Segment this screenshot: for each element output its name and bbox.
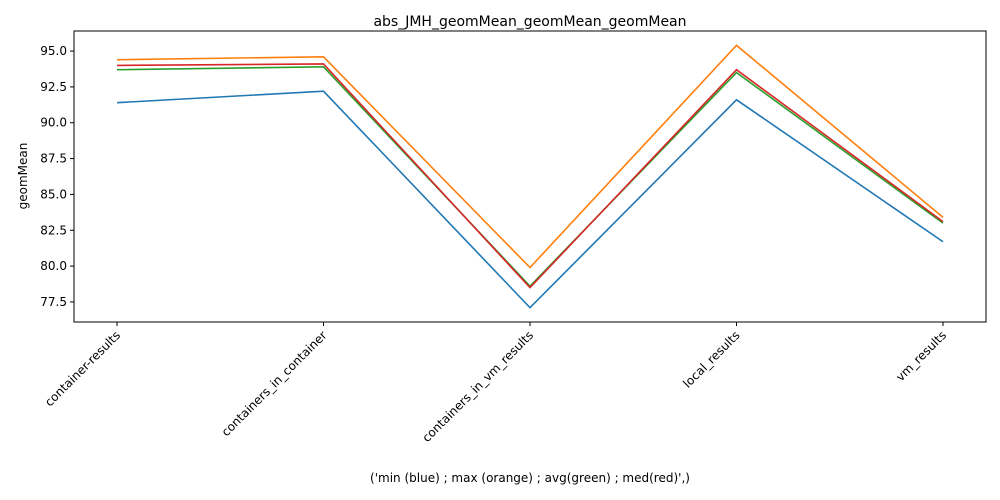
y-axis-label: geomMean [16,143,30,210]
y-tick-label: 87.5 [40,152,67,166]
x-axis-label: ('min (blue) ; max (orange) ; avg(green)… [370,471,690,485]
x-tick-label: containers_in_container [219,328,330,439]
series-line-1 [116,90,944,309]
y-tick-label: 90.0 [40,116,67,130]
x-tick-label: vm_results [893,328,949,384]
x-tick-label: container-results [42,328,123,409]
x-axis: container-results containers_in_container… [42,322,949,445]
x-tick-label: local_results [680,328,742,390]
series-line-2 [116,44,944,269]
y-tick-label: 80.0 [40,259,67,273]
chart-title: abs_JMH_geomMean_geomMean_geomMean [373,14,686,30]
y-tick-label: 77.5 [40,295,67,309]
series-line-3 [116,66,944,288]
y-tick-label: 95.0 [40,44,67,58]
series-line-4 [116,63,944,289]
plot-frame [73,30,987,323]
y-tick-label: 85.0 [40,187,67,201]
y-tick-label: 92.5 [40,80,67,94]
y-axis: 77.5 80.0 82.5 85.0 87.5 90.0 92.5 95.0 [40,44,74,309]
y-tick-label: 82.5 [40,223,67,237]
series-layer [116,44,944,309]
x-tick-label: containers_in_vm_results [419,328,536,445]
